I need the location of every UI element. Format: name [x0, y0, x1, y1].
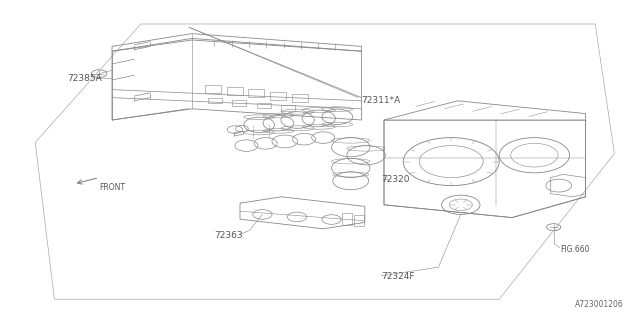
Text: 72320: 72320: [381, 175, 410, 184]
Text: 72311*A: 72311*A: [362, 96, 401, 105]
Text: 72385A: 72385A: [67, 74, 102, 83]
Text: 72363: 72363: [214, 231, 243, 240]
Text: FIG.660: FIG.660: [560, 245, 589, 254]
Text: A723001206: A723001206: [575, 300, 624, 309]
Text: FRONT: FRONT: [99, 183, 125, 192]
Text: 72324F: 72324F: [381, 272, 414, 281]
